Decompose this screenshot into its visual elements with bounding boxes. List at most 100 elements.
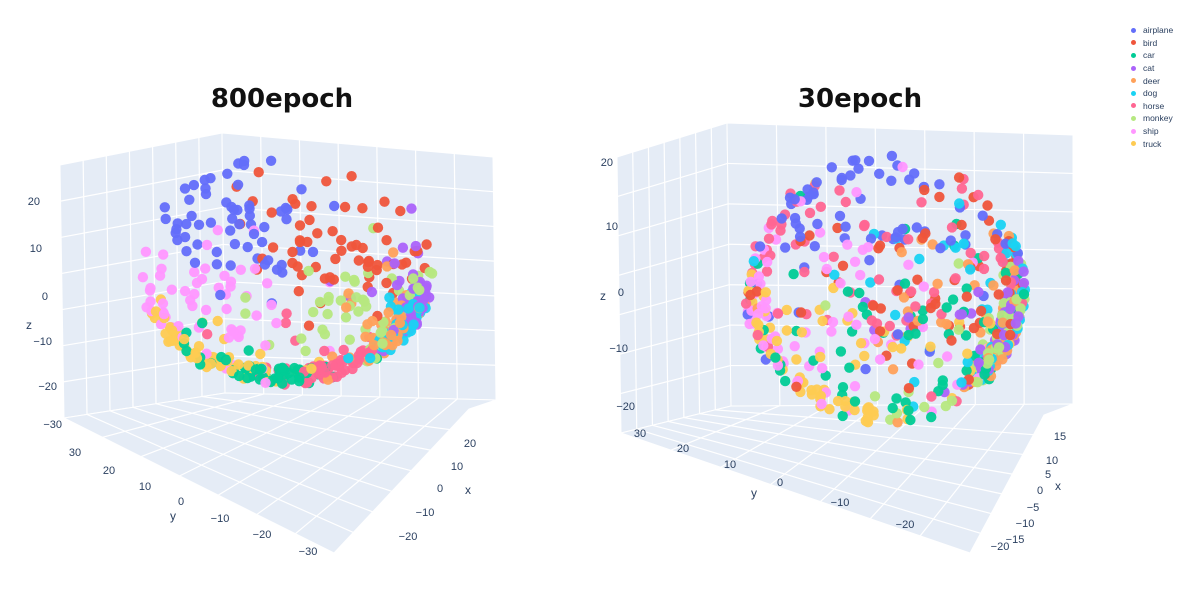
point-airplane [263,255,274,266]
point-horse [916,197,927,208]
legend-marker [1131,27,1136,33]
point-ship [814,227,826,238]
point-dog [414,302,425,313]
point-bird [330,253,341,265]
point-bird [287,257,298,269]
legend-item-deer[interactable]: deer [1128,74,1173,87]
point-bird [287,246,298,258]
point-ship [201,239,213,251]
point-bird [968,322,980,334]
point-bird [919,184,930,196]
point-ship [166,284,177,295]
legend-item-car[interactable]: car [1128,49,1173,62]
point-cat [410,240,421,252]
point-cat [973,286,984,298]
point-bird [961,291,972,302]
point-cat [1010,318,1021,329]
legend-item-horse[interactable]: horse [1128,100,1173,113]
point-airplane [200,183,211,194]
point-deer [887,364,899,375]
point-airplane [935,243,946,254]
point-horse [881,231,892,243]
point-airplane [227,213,238,224]
chart-title-800epoch: 800epoch [210,84,354,114]
legend[interactable]: airplane bird car cat deer dog horse monkey ship… [1128,24,1173,150]
point-airplane [239,155,250,167]
scatter-points [137,155,438,390]
point-ship [262,278,273,289]
point-ship [789,341,800,352]
legend-item-airplane[interactable]: airplane [1128,24,1173,37]
point-ship [818,251,830,263]
point-bird [357,203,368,214]
legend-label: cat [1143,63,1155,74]
point-deer [988,280,999,291]
point-monkey [314,296,326,308]
point-bird [379,196,390,207]
point-ship [918,281,929,292]
point-bird [287,194,298,205]
y-tick-label: −10 [211,513,230,525]
legend-marker [1131,141,1136,147]
point-horse [950,273,961,284]
y-tick-label: 10 [139,481,151,493]
z-tick-label: 20 [601,157,613,169]
point-airplane [242,241,253,253]
point-truck [753,319,764,330]
point-horse [973,189,984,201]
point-monkey [303,265,314,277]
point-ship [140,246,152,257]
y-tick-label: −10 [831,497,850,509]
point-truck [962,348,973,359]
z-tick-label: −10 [609,343,628,355]
legend-item-bird[interactable]: bird [1128,37,1173,50]
point-bird [804,230,815,241]
point-ship [874,354,886,365]
point-ship [145,282,156,294]
point-deer [997,354,1008,365]
point-truck [165,335,176,347]
legend-label: monkey [1143,113,1173,124]
point-airplane [934,179,945,190]
point-airplane [847,155,858,166]
legend-label: car [1143,50,1155,61]
point-bird [395,205,406,217]
point-cat [1002,287,1013,298]
point-bird [319,273,331,284]
z-tick-label: 0 [42,291,48,303]
legend-item-cat[interactable]: cat [1128,62,1173,75]
point-monkey [408,273,419,284]
point-airplane [295,245,306,256]
point-airplane [188,179,200,191]
point-dog [956,377,967,388]
legend-item-monkey[interactable]: monkey [1128,112,1173,125]
point-airplane [307,246,319,258]
point-airplane [812,218,823,230]
point-dog [954,198,965,209]
point-airplane [863,155,875,167]
point-ship [228,326,239,337]
point-car [961,365,972,376]
point-monkey [377,338,388,349]
scene-30epoch[interactable]: 151050−5−10−15−203020100−10−2020100−10−2… [600,122,1074,554]
point-car [979,369,990,380]
legend-item-ship[interactable]: ship [1128,125,1173,138]
point-dog [965,264,976,275]
point-bird [903,383,915,394]
point-dog [962,356,973,368]
legend-item-truck[interactable]: truck [1128,137,1173,150]
scene-800epoch[interactable]: 20100−10−203020100−10−20−3020100−10−20−3… [26,132,497,558]
point-dog [748,256,759,267]
point-bird [990,234,1001,245]
point-airplane [228,204,240,215]
point-horse [763,233,775,244]
point-bird [956,219,967,231]
legend-item-dog[interactable]: dog [1128,87,1173,100]
z-tick-label: −10 [33,336,52,348]
point-bird [837,260,849,271]
legend-label: airplane [1143,25,1174,36]
point-car [960,330,972,341]
point-airplane [329,200,340,212]
point-bird [953,172,965,183]
